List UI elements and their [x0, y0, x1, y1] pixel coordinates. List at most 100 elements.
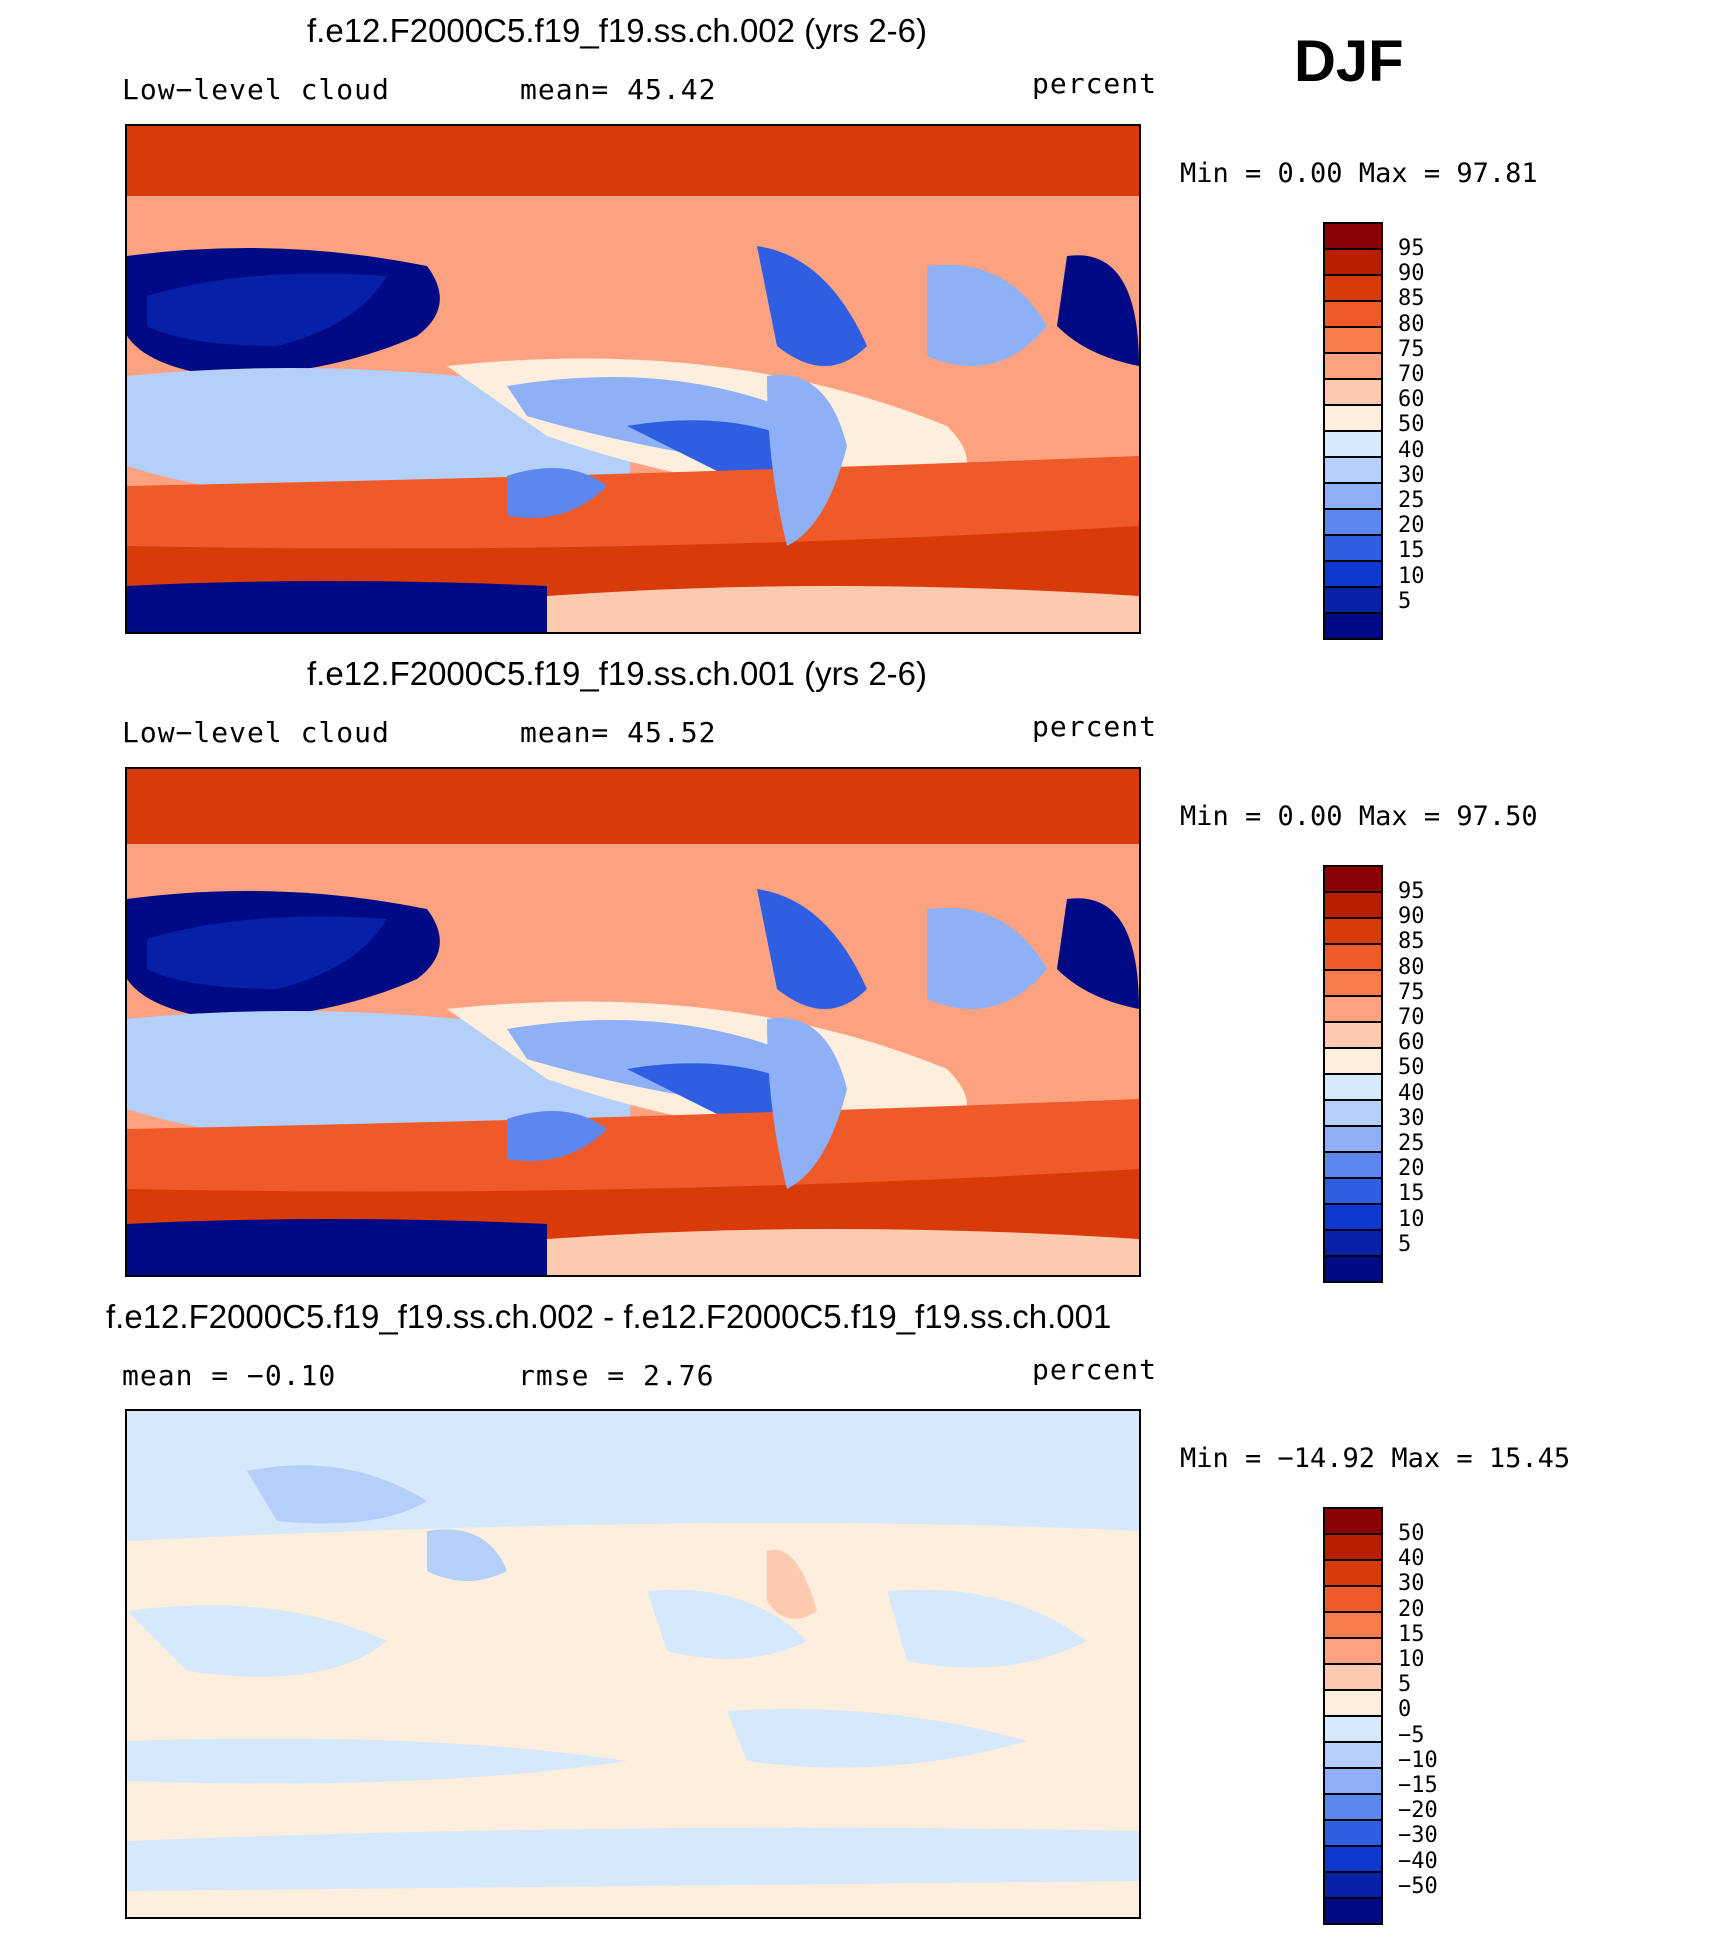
colorbar-swatch [1323, 971, 1383, 997]
colorbar-label: 30 [1398, 1571, 1425, 1597]
colorbar-swatch [1323, 1023, 1383, 1049]
colorbar-swatch [1323, 1769, 1383, 1795]
colorbar-label: 0 [1398, 1697, 1412, 1723]
panel-1-map-field [127, 126, 1139, 632]
colorbar-label: −10 [1398, 1747, 1438, 1773]
colorbar-swatch [1323, 276, 1383, 302]
colorbar-label: 50 [1398, 412, 1425, 438]
panel-1-mean-label: mean= 45.42 [520, 73, 717, 106]
colorbar-swatch [1323, 1257, 1383, 1283]
colorbar-swatch [1323, 1507, 1383, 1535]
colorbar-swatch [1323, 1899, 1383, 1925]
colorbar-label: 95 [1398, 236, 1425, 261]
colorbar-swatch [1323, 865, 1383, 893]
panel-2-range: Min = 0.00 Max = 97.50 [1180, 801, 1538, 832]
colorbar-swatch [1323, 406, 1383, 432]
colorbar-swatch [1323, 919, 1383, 945]
colorbar-label: 50 [1398, 1055, 1425, 1081]
panel-3-title: f.e12.F2000C5.f19_f19.ss.ch.002 - f.e12.… [106, 1298, 1112, 1335]
colorbar-swatch [1323, 1639, 1383, 1665]
colorbar-swatch [1323, 302, 1383, 328]
colorbar-label: 40 [1398, 437, 1425, 463]
colorbar-label: 5 [1398, 588, 1412, 614]
colorbar-label: 20 [1398, 513, 1425, 539]
colorbar-label: 15 [1398, 538, 1425, 564]
colorbar-swatch [1323, 1613, 1383, 1639]
colorbar-swatch [1323, 893, 1383, 919]
colorbar-swatch [1323, 432, 1383, 458]
panel-1-range: Min = 0.00 Max = 97.81 [1180, 158, 1538, 189]
colorbar-swatch [1323, 484, 1383, 510]
colorbar-label: 40 [1398, 1546, 1425, 1572]
colorbar-swatch [1323, 588, 1383, 614]
colorbar-label: 75 [1398, 336, 1425, 362]
colorbar-swatch [1323, 1535, 1383, 1561]
colorbar-swatch [1323, 1821, 1383, 1847]
colorbar-swatch [1323, 614, 1383, 640]
colorbar-label: 15 [1398, 1181, 1425, 1207]
panel-3-colorbar [1323, 1507, 1383, 1925]
colorbar-swatch [1323, 1179, 1383, 1205]
colorbar-label: 80 [1398, 954, 1425, 980]
colorbar-label: 90 [1398, 904, 1425, 930]
panel-3-mean-label: mean = −0.10 [122, 1359, 337, 1392]
colorbar-swatch [1323, 1231, 1383, 1257]
colorbar-swatch [1323, 354, 1383, 380]
colorbar-label: −50 [1398, 1873, 1438, 1899]
panel-1-title: f.e12.F2000C5.f19_f19.ss.ch.002 (yrs 2-6… [307, 12, 928, 49]
colorbar-label: 70 [1398, 362, 1425, 387]
colorbar-swatch [1323, 458, 1383, 484]
colorbar-label: 5 [1398, 1672, 1412, 1698]
colorbar-swatch [1323, 1101, 1383, 1127]
panel-3-rmse-label: rmse = 2.76 [518, 1359, 715, 1392]
colorbar-swatch [1323, 1561, 1383, 1587]
colorbar-swatch [1323, 945, 1383, 971]
colorbar-label: 90 [1398, 261, 1425, 287]
panel-2-map [125, 767, 1141, 1277]
colorbar-label: 25 [1398, 488, 1425, 513]
colorbar-swatch [1323, 250, 1383, 276]
colorbar-swatch [1323, 1665, 1383, 1691]
colorbar-label: 85 [1398, 929, 1425, 955]
panel-1-colorbar [1323, 222, 1383, 640]
colorbar-label: −30 [1398, 1823, 1438, 1849]
colorbar-label: 10 [1398, 1647, 1425, 1672]
colorbar-label: 10 [1398, 1206, 1425, 1232]
colorbar-label: −15 [1398, 1773, 1438, 1798]
colorbar-swatch [1323, 1795, 1383, 1821]
colorbar-label: 50 [1398, 1521, 1425, 1546]
colorbar-swatch [1323, 997, 1383, 1023]
colorbar-label: −20 [1398, 1798, 1438, 1824]
colorbar-label: 20 [1398, 1596, 1425, 1622]
panel-3-range: Min = −14.92 Max = 15.45 [1180, 1443, 1571, 1474]
colorbar-swatch [1323, 1717, 1383, 1743]
colorbar-label: 70 [1398, 1005, 1425, 1030]
colorbar-swatch [1323, 510, 1383, 536]
panel-2-mean-label: mean= 45.52 [520, 716, 717, 749]
colorbar-swatch [1323, 380, 1383, 406]
colorbar-swatch [1323, 1049, 1383, 1075]
panel-1-variable-label: Low−level cloud [122, 73, 390, 106]
colorbar-swatch [1323, 1743, 1383, 1769]
colorbar-swatch [1323, 1847, 1383, 1873]
panel-2-title: f.e12.F2000C5.f19_f19.ss.ch.001 (yrs 2-6… [307, 655, 928, 692]
colorbar-swatch [1323, 1873, 1383, 1899]
colorbar-label: 30 [1398, 462, 1425, 488]
panel-3-map-field [127, 1411, 1139, 1917]
colorbar-label: 60 [1398, 387, 1425, 413]
colorbar-label: 20 [1398, 1156, 1425, 1182]
colorbar-label: 95 [1398, 879, 1425, 904]
panel-1-units-label: percent [1032, 67, 1158, 100]
colorbar-label: 15 [1398, 1621, 1425, 1647]
panel-2-map-field [127, 769, 1139, 1275]
colorbar-swatch [1323, 1075, 1383, 1101]
colorbar-swatch [1323, 1587, 1383, 1613]
colorbar-label: 60 [1398, 1030, 1425, 1056]
colorbar-label: −40 [1398, 1848, 1438, 1874]
colorbar-swatch [1323, 1205, 1383, 1231]
colorbar-swatch [1323, 562, 1383, 588]
colorbar-label: 40 [1398, 1080, 1425, 1106]
colorbar-swatch [1323, 536, 1383, 562]
colorbar-label: −5 [1398, 1722, 1425, 1748]
colorbar-label: 10 [1398, 563, 1425, 589]
